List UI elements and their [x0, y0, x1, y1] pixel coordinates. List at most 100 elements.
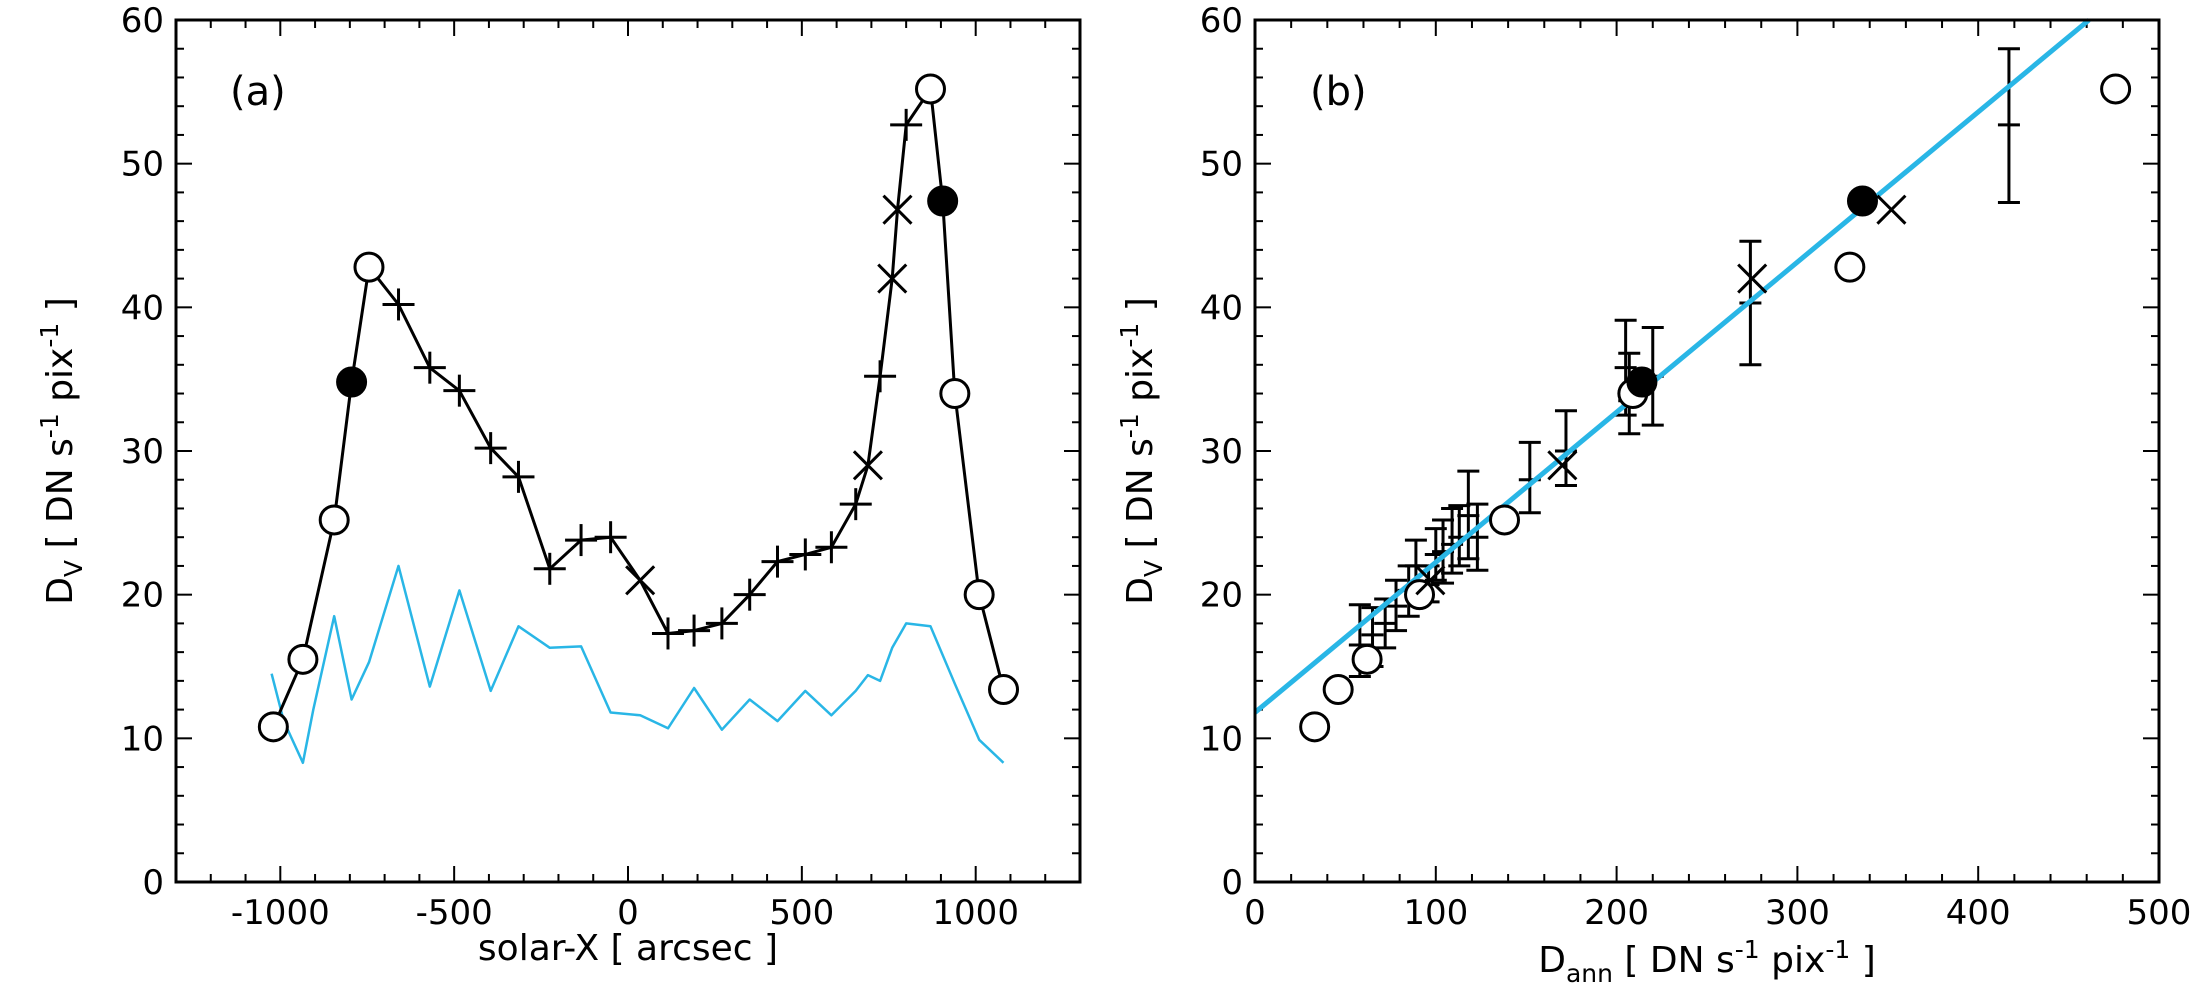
plus-marker: [890, 108, 923, 141]
panel-b-ylabel-sup2: -1: [1115, 323, 1144, 348]
panel-b-xlabel-units-a: [ DN s: [1613, 940, 1735, 981]
panel-b-y-axis-title: DV [ DN s-1 pix-1 ]: [1115, 297, 1168, 605]
error-bar: [1466, 502, 1489, 572]
panel-b-ylabel-units-b: pix: [1120, 348, 1161, 414]
error-bar: [1457, 469, 1480, 561]
y-tick-label: 50: [1200, 145, 1243, 185]
open-circle-marker: [914, 73, 946, 105]
x-marker: [1547, 450, 1578, 481]
x-marker: [1415, 565, 1446, 596]
y-tick-label: 50: [121, 145, 164, 185]
plus-marker: [443, 374, 476, 407]
panel-a-ylabel-units-a: [ DN s: [40, 438, 81, 560]
x-marker: [1876, 194, 1907, 225]
filled-circle-marker: [1846, 185, 1878, 217]
x-marker-b: [852, 450, 883, 481]
x-marker-b: [882, 194, 913, 225]
y-tick-label: 20: [1200, 576, 1243, 616]
panel-a-markers: [257, 73, 1020, 743]
y-tick-label: 0: [142, 863, 164, 903]
x-marker: [852, 450, 883, 481]
plus-marker: [789, 538, 822, 571]
panel-b-ylabel-sub: V: [1139, 560, 1168, 577]
plus-marker: [864, 360, 897, 393]
panel-b-tick-labels: 0 100 200 300 400 500 0 10 20 30 40 50 60: [1200, 1, 2192, 933]
plus-marker: [815, 531, 848, 564]
x-tick-label: 100: [1403, 893, 1468, 933]
panel-b-ylabel-units-a: [ DN s: [1120, 438, 1161, 560]
panel-b-xlabel-units-b: pix: [1760, 940, 1826, 981]
panel-b-frame: [1253, 18, 2161, 884]
panel-b-ylabel-base: D: [1120, 577, 1161, 605]
x-tick-label: 400: [1946, 893, 2011, 933]
open-circle-marker: [287, 643, 319, 675]
filled-circle-marker: [1626, 366, 1658, 398]
panel-b-x-axis-title: Dann [ DN s-1 pix-1 ]: [1538, 935, 1876, 988]
open-circle-marker: [318, 504, 350, 536]
panel-b: 0 100 200 300 400 500 0 10 20 30 40 50 60 (b) Dann […: [1115, 1, 2191, 988]
x-marker: [882, 194, 913, 225]
panel-a-y-axis-title: DV [ DN s-1 pix-1 ]: [35, 297, 88, 605]
panel-b-fit-line: [1253, 18, 2091, 715]
y-tick-label: 10: [121, 719, 164, 759]
plus-marker: [839, 488, 872, 521]
x-tick-label: 0: [1244, 893, 1266, 933]
cyan-series-line: [270, 564, 1005, 765]
panel-a-tick-labels: -1000 -500 0 500 1000 0 10 20 30 40 50 60: [121, 1, 1019, 933]
x-tick-label: -1000: [231, 893, 330, 933]
x-tick-label: 200: [1584, 893, 1649, 933]
open-circle-marker: [1322, 673, 1354, 705]
plus-marker: [502, 460, 535, 493]
open-circle-marker: [2100, 73, 2132, 105]
open-circle-marker: [1351, 643, 1383, 675]
open-circle-marker: [1299, 711, 1331, 743]
panel-a-frame: [174, 18, 1082, 884]
open-circle-marker: [939, 378, 971, 410]
plus-marker: [565, 524, 598, 557]
y-tick-label: 40: [121, 288, 164, 328]
x-tick-label: 0: [617, 893, 639, 933]
panel-a-ylabel-sup2: -1: [35, 323, 64, 348]
y-tick-label: 0: [1221, 863, 1243, 903]
open-circle-marker: [1489, 504, 1521, 536]
x-tick-label: -500: [416, 893, 493, 933]
fit-line: [1253, 18, 2091, 715]
y-tick-label: 60: [1200, 1, 1243, 41]
open-circle-marker: [353, 251, 385, 283]
plus-marker: [733, 578, 766, 611]
panel-a-ylabel-units-b: pix: [40, 348, 81, 414]
panel-a-x-axis-title: solar-X [ arcsec ]: [478, 928, 778, 969]
plus-marker: [382, 288, 415, 321]
y-tick-label: 10: [1200, 719, 1243, 759]
plus-marker: [761, 545, 794, 578]
y-tick-label: 30: [121, 432, 164, 472]
open-circle-marker: [988, 673, 1020, 705]
x-tick-label: 300: [1765, 893, 1830, 933]
plus-marker: [594, 521, 627, 554]
x-marker: [625, 565, 656, 596]
panel-b-label: (b): [1310, 69, 1367, 115]
x-marker-b: [1547, 450, 1578, 481]
open-circle-marker: [963, 579, 995, 611]
error-bar: [1385, 578, 1408, 633]
plus-marker: [533, 552, 566, 585]
filled-circle-marker: [336, 366, 368, 398]
panel-a: -1000 -500 0 500 1000 0 10 20 30 40 50 60 (a) solar…: [35, 1, 1082, 969]
x-marker-b: [625, 565, 656, 596]
panel-b-ylabel-sup1: -1: [1115, 413, 1144, 438]
open-circle-marker: [257, 711, 289, 743]
panel-b-xlabel-base: D: [1538, 940, 1566, 981]
panel-b-xlabel-sup1: -1: [1735, 935, 1760, 964]
x-marker-b: [1415, 565, 1446, 596]
panel-a-ylabel-sup1: -1: [35, 413, 64, 438]
panel-a-label: (a): [230, 69, 286, 115]
panel-b-xlabel-sub: ann: [1566, 959, 1613, 988]
x-tick-label: 500: [2127, 893, 2192, 933]
plus-marker: [651, 617, 684, 650]
plus-marker: [705, 607, 738, 640]
filled-circle-marker: [927, 185, 959, 217]
y-tick-label: 60: [121, 1, 164, 41]
x-marker-b: [877, 263, 908, 294]
y-tick-label: 20: [121, 576, 164, 616]
